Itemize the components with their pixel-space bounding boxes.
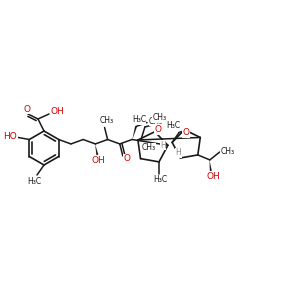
Text: O: O bbox=[23, 104, 31, 113]
Polygon shape bbox=[95, 144, 98, 155]
Text: CH₃: CH₃ bbox=[221, 147, 235, 156]
Text: H: H bbox=[176, 148, 181, 158]
Polygon shape bbox=[132, 126, 137, 140]
Text: H₃C: H₃C bbox=[27, 178, 41, 187]
Text: HO: HO bbox=[3, 132, 17, 141]
Polygon shape bbox=[209, 160, 212, 171]
Text: OH: OH bbox=[50, 107, 64, 116]
Text: CH₃: CH₃ bbox=[142, 143, 156, 152]
Text: O: O bbox=[123, 154, 130, 164]
Text: CH₃: CH₃ bbox=[153, 113, 167, 122]
Text: OH: OH bbox=[92, 156, 105, 165]
Text: H₃C: H₃C bbox=[132, 116, 146, 124]
Text: OH: OH bbox=[207, 172, 221, 182]
Text: H₃C: H₃C bbox=[153, 176, 167, 184]
Text: O: O bbox=[154, 125, 161, 134]
Text: H₃C: H₃C bbox=[166, 121, 180, 130]
Text: CH₃: CH₃ bbox=[100, 116, 114, 125]
Text: CH₃: CH₃ bbox=[149, 117, 163, 126]
Text: O: O bbox=[183, 128, 190, 137]
Text: H: H bbox=[160, 141, 166, 150]
